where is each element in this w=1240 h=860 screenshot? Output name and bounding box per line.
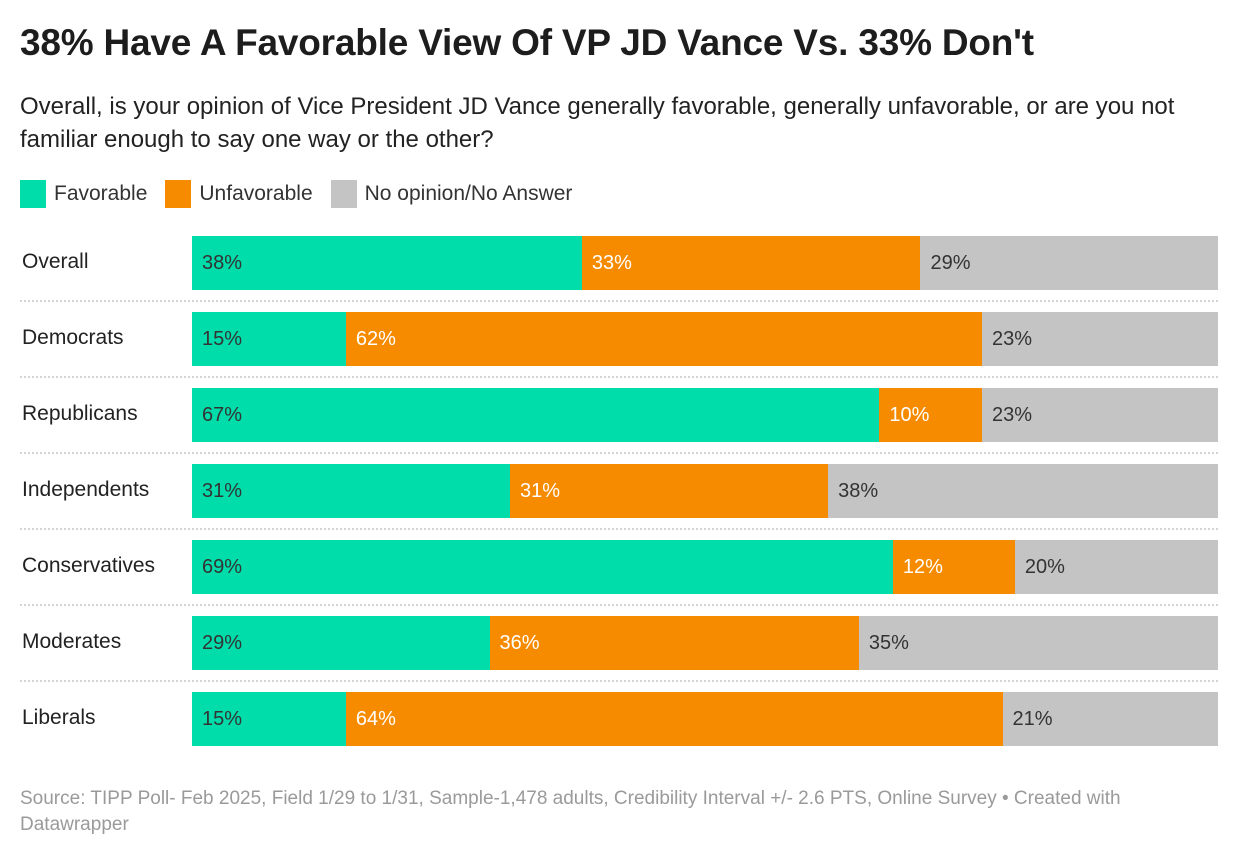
legend-item: Favorable (20, 180, 147, 208)
bar-segment-no-opinion-no-answer (1002, 692, 1218, 746)
bar-segment-favorable (192, 616, 490, 670)
legend-swatch (330, 180, 357, 208)
data-label: 21% (1012, 708, 1053, 730)
data-label: 35% (868, 632, 909, 654)
bar-segment-no-opinion-no-answer (982, 312, 1218, 366)
chart-subtitle: Overall, is your opinion of Vice Preside… (20, 93, 1175, 153)
row-separator (20, 300, 1218, 302)
stacked-bar-chart: Overall 38% 33% 29% Democrats 15% 62% 23% Republ… (20, 236, 1218, 746)
source-footer: Source: TIPP Poll- Feb 2025, Field 1/29 … (20, 788, 1121, 835)
row-separator (20, 528, 1218, 530)
legend-label: Unfavorable (199, 182, 313, 205)
data-label: 36% (499, 632, 540, 654)
legend-item: No opinion/No Answer (330, 180, 573, 208)
legend-swatch (20, 180, 46, 208)
row-label: Republicans (22, 402, 138, 425)
row-label: Democrats (22, 326, 124, 349)
row-label: Independents (22, 478, 150, 501)
data-label: 15% (202, 328, 243, 350)
data-label: 31% (202, 480, 243, 502)
legend-swatch (165, 180, 192, 208)
data-label: 23% (992, 328, 1033, 350)
bar-segment-unfavorable (581, 236, 921, 290)
data-label: 69% (202, 556, 243, 578)
bar-segment-unfavorable (510, 464, 829, 518)
bar-segment-favorable (192, 236, 582, 290)
data-label: 29% (202, 632, 243, 654)
data-label: 67% (202, 404, 243, 426)
data-label: 33% (591, 252, 632, 274)
data-label: 15% (202, 708, 243, 730)
bar-segment-no-opinion-no-answer (1014, 540, 1218, 594)
bar-segment-unfavorable (879, 388, 982, 442)
row-separator (20, 376, 1218, 378)
bar-segment-no-opinion-no-answer (828, 464, 1218, 518)
chart-title: 38% Have A Favorable View Of VP JD Vance… (20, 22, 1034, 63)
legend: Favorable Unfavorable No opinion/No Answer (20, 180, 572, 208)
bar-segment-no-opinion-no-answer (982, 388, 1218, 442)
row-separator (20, 452, 1218, 454)
bar-segment-unfavorable (345, 312, 982, 366)
data-label: 20% (1024, 556, 1065, 578)
data-label: 10% (889, 404, 930, 426)
data-label: 38% (838, 480, 879, 502)
bar-segment-no-opinion-no-answer (858, 616, 1218, 670)
data-label: 31% (520, 480, 561, 502)
bar-segment-unfavorable (489, 616, 859, 670)
bar-segment-favorable (192, 388, 880, 442)
legend-item: Unfavorable (165, 180, 313, 208)
bar-segment-favorable (192, 464, 511, 518)
row-separator (20, 680, 1218, 682)
row-label: Overall (22, 250, 89, 273)
bar-segment-no-opinion-no-answer (920, 236, 1218, 290)
legend-label: No opinion/No Answer (364, 182, 573, 205)
data-label: 62% (355, 328, 396, 350)
bar-segment-favorable (192, 692, 346, 746)
row-label: Conservatives (22, 554, 156, 577)
bar-segment-unfavorable (345, 692, 1003, 746)
data-label: 38% (202, 252, 243, 274)
data-label: 23% (992, 404, 1033, 426)
row-separator (20, 604, 1218, 606)
bar-segment-favorable (192, 312, 346, 366)
legend-label: Favorable (54, 182, 148, 205)
row-label: Moderates (22, 630, 122, 653)
bar-segment-unfavorable (892, 540, 1015, 594)
row-label: Liberals (22, 706, 96, 729)
data-label: 12% (902, 556, 943, 578)
bar-segment-favorable (192, 540, 893, 594)
data-label: 64% (355, 708, 396, 730)
data-label: 29% (930, 252, 971, 274)
